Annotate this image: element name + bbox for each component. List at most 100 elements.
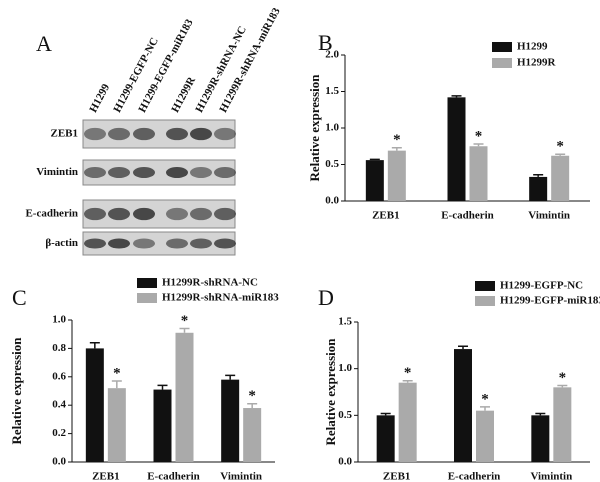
error-bar bbox=[369, 158, 380, 161]
significance-mark: * bbox=[181, 313, 189, 329]
x-tick-label: Vimintin bbox=[220, 471, 262, 482]
significance-mark: * bbox=[559, 370, 567, 386]
significance-mark: * bbox=[248, 388, 256, 404]
bar bbox=[85, 348, 104, 462]
blot-band bbox=[214, 127, 236, 141]
y-tick-label: 1.0 bbox=[338, 362, 352, 374]
row-label: β-actin bbox=[45, 237, 78, 249]
significance-mark: * bbox=[393, 132, 401, 148]
legend-label: H1299R-shRNA-NC bbox=[162, 277, 258, 289]
row-label: E-cadherin bbox=[25, 208, 78, 220]
blot-band bbox=[108, 167, 130, 178]
lane-label: H1299 bbox=[87, 82, 112, 115]
error-bar bbox=[225, 374, 236, 380]
bar bbox=[398, 382, 417, 462]
y-tick-label: 1.0 bbox=[325, 122, 339, 134]
legend-label: H1299 bbox=[517, 41, 548, 53]
bar bbox=[529, 176, 548, 201]
y-axis-label: Relative expression bbox=[9, 337, 24, 445]
error-bar bbox=[473, 143, 484, 147]
bar bbox=[447, 97, 466, 201]
blot-band bbox=[190, 238, 212, 249]
significance-mark: * bbox=[113, 365, 121, 381]
blot-band bbox=[214, 167, 236, 178]
blot-band bbox=[190, 127, 212, 141]
x-tick-label: ZEB1 bbox=[383, 471, 411, 482]
legend-swatch bbox=[137, 278, 157, 288]
error-bar bbox=[380, 412, 391, 416]
error-bar bbox=[451, 95, 462, 98]
significance-mark: * bbox=[404, 365, 412, 381]
error-bar bbox=[111, 380, 122, 389]
bar bbox=[107, 388, 126, 462]
y-tick-label: 0.8 bbox=[52, 342, 66, 354]
blot-band bbox=[133, 167, 155, 178]
legend-swatch bbox=[137, 293, 157, 303]
x-tick-label: E-cadherin bbox=[448, 471, 501, 482]
y-axis-label: Relative expression bbox=[323, 338, 338, 446]
row-label: ZEB1 bbox=[50, 128, 78, 140]
significance-mark: * bbox=[481, 391, 489, 407]
bar bbox=[531, 415, 550, 462]
x-tick-label: Vimintin bbox=[528, 210, 570, 222]
y-tick-label: 0.0 bbox=[52, 456, 66, 468]
y-tick-label: 1.5 bbox=[338, 316, 352, 328]
blot-band bbox=[133, 207, 155, 221]
error-bar bbox=[480, 406, 490, 411]
bar bbox=[476, 410, 494, 462]
legend-label: H1299R-shRNA-miR183 bbox=[162, 292, 279, 304]
y-tick-label: 2.0 bbox=[325, 49, 339, 61]
blot-band bbox=[166, 238, 188, 249]
blot-band bbox=[84, 238, 106, 249]
x-tick-label: ZEB1 bbox=[92, 471, 120, 482]
bar bbox=[365, 160, 384, 201]
blot-band bbox=[108, 207, 130, 221]
blot-band bbox=[166, 207, 188, 221]
error-bar bbox=[555, 153, 566, 156]
y-tick-label: 0.5 bbox=[325, 158, 339, 170]
y-tick-label: 0.0 bbox=[325, 195, 339, 207]
legend-swatch bbox=[492, 42, 512, 52]
row-label: Vimintin bbox=[36, 166, 78, 178]
bar bbox=[221, 379, 240, 462]
legend-label: H1299-EGFP-miR183 bbox=[500, 295, 600, 307]
significance-mark: * bbox=[556, 139, 564, 155]
blot-band bbox=[133, 127, 155, 141]
bar bbox=[469, 146, 488, 201]
error-bar bbox=[179, 327, 190, 333]
blot-band bbox=[84, 207, 106, 221]
blot-band bbox=[214, 238, 236, 249]
error-bar bbox=[533, 173, 544, 177]
legend-swatch bbox=[492, 58, 512, 68]
blot-band bbox=[108, 238, 130, 249]
error-bar bbox=[89, 341, 100, 349]
bar bbox=[153, 389, 172, 462]
x-tick-label: E-cadherin bbox=[147, 471, 200, 482]
blot-band bbox=[108, 127, 130, 141]
y-tick-label: 0.2 bbox=[52, 427, 66, 439]
x-tick-label: Vimintin bbox=[530, 471, 572, 482]
y-tick-label: 0.6 bbox=[52, 370, 66, 382]
significance-mark: * bbox=[475, 128, 483, 144]
blot-band bbox=[166, 127, 188, 141]
x-tick-label: ZEB1 bbox=[372, 210, 400, 222]
blot-band bbox=[84, 167, 106, 178]
y-tick-label: 0.5 bbox=[338, 409, 352, 421]
bar bbox=[243, 408, 262, 462]
bar bbox=[553, 387, 572, 462]
error-bar bbox=[402, 380, 413, 383]
x-tick-label: E-cadherin bbox=[441, 210, 494, 222]
y-tick-label: 1.0 bbox=[52, 314, 66, 326]
legend-swatch bbox=[475, 296, 495, 306]
legend-label: H1299R bbox=[517, 57, 557, 69]
blot-band bbox=[166, 167, 188, 178]
bar bbox=[551, 155, 570, 201]
blot-band bbox=[214, 207, 236, 221]
error-bar bbox=[157, 384, 168, 390]
panel-letter: D bbox=[318, 285, 334, 310]
bar bbox=[454, 349, 472, 462]
panel-letter: A bbox=[36, 31, 52, 56]
bar bbox=[387, 150, 406, 201]
blot-band bbox=[84, 127, 106, 141]
